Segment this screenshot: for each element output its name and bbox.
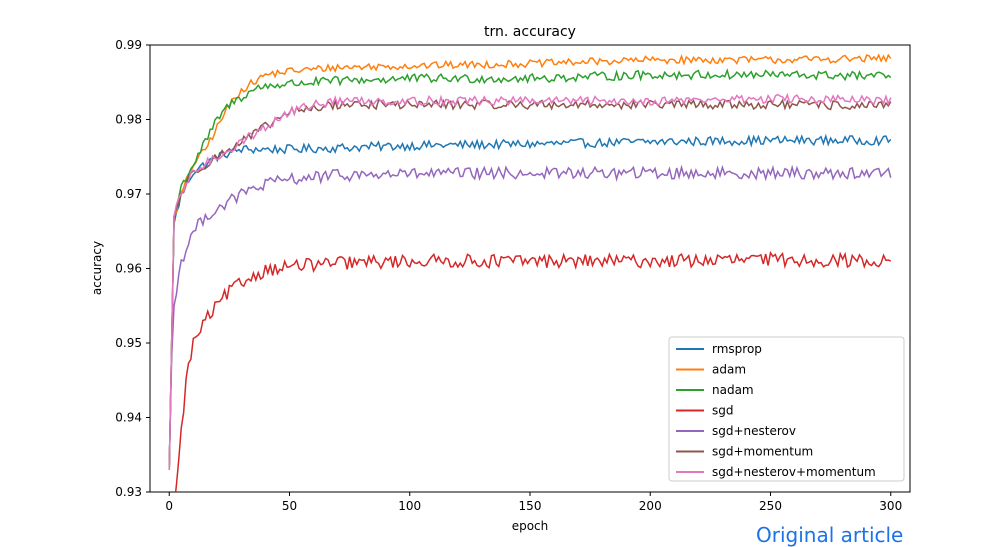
legend-box [668, 336, 905, 482]
x-tick-label: 150 [519, 499, 542, 513]
original-article-link[interactable]: Original article [756, 523, 904, 547]
series-layer [168, 53, 892, 492]
plot-area: 0 50 100 150 200 250 300 0.930.940.950.960.970… [115, 38, 911, 513]
x-tick-label: 200 [639, 499, 662, 513]
y-tick-label: 0.99 [115, 38, 142, 52]
legend: rmsprop adam nadam sgd sgd+nesterov sgd+momen… [668, 336, 905, 482]
legend-label: rmsprop [712, 342, 762, 356]
series-line-sgd-nesterov [168, 164, 892, 470]
series-line-sgd-nesterov-momentum [168, 92, 892, 470]
y-tick-label: 0.95 [115, 336, 142, 350]
y-tick-label: 0.96 [115, 262, 142, 276]
y-tick-label: 0.98 [115, 113, 142, 127]
chart-title: trn. accuracy [484, 24, 576, 40]
x-axis-ticks: 0 50 100 150 200 250 300 [165, 492, 902, 513]
legend-label: sgd+momentum [712, 445, 813, 459]
x-tick-label: 300 [879, 499, 902, 513]
series-line-sgd [174, 250, 892, 492]
legend-label: adam [712, 363, 746, 377]
series-line-adam [168, 53, 892, 470]
series-line-nadam [168, 68, 892, 470]
legend-entries: rmsprop adam nadam sgd sgd+nesterov sgd+momen… [676, 342, 876, 479]
y-axis-ticks: 0.93 0.94 0.95 0.96 0.97 0.98 0.99 [115, 38, 150, 499]
x-tick-label: 50 [282, 499, 297, 513]
x-axis-label: epoch [512, 519, 549, 533]
series-line-rmsprop [168, 133, 892, 470]
legend-label: sgd+nesterov+momentum [712, 465, 876, 479]
x-tick-label: 250 [759, 499, 782, 513]
y-axis-label: accuracy [90, 241, 104, 295]
y-tick-label: 0.97 [115, 187, 142, 201]
legend-label: nadam [712, 383, 754, 397]
legend-label: sgd [712, 404, 734, 418]
y-tick-label: 0.93 [115, 485, 142, 499]
legend-label: sgd+nesterov [712, 424, 796, 438]
y-tick-label: 0.94 [115, 411, 142, 425]
x-tick-label: 0 [165, 499, 173, 513]
x-tick-label: 100 [398, 499, 421, 513]
